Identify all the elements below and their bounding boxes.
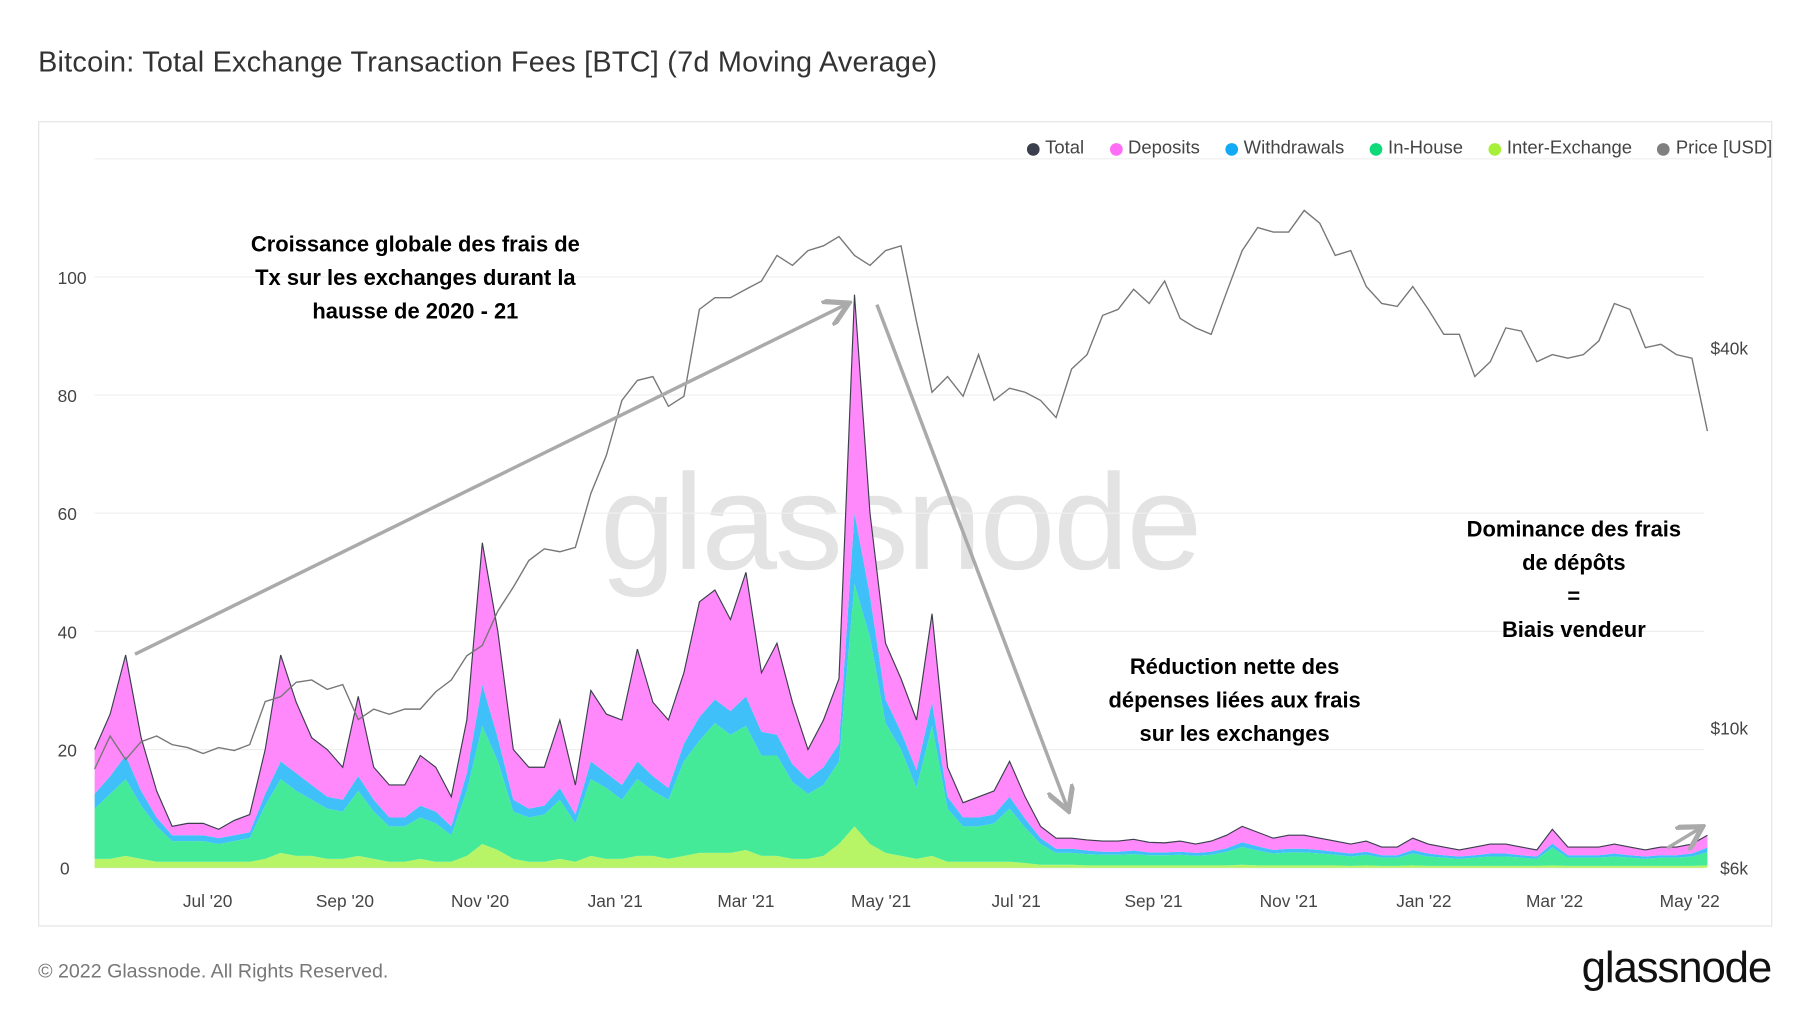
x-tick-label: Mar '21 xyxy=(717,891,774,911)
legend: Total Deposits Withdrawals In-House Inte… xyxy=(1026,138,1772,159)
legend-item-price[interactable]: Price [USD] xyxy=(1657,138,1772,159)
y-tick-label: 0 xyxy=(60,859,70,879)
legend-item-withdrawals[interactable]: Withdrawals xyxy=(1225,138,1344,159)
watermark: glassnode xyxy=(599,446,1202,599)
legend-item-total[interactable]: Total xyxy=(1026,138,1085,159)
arrow-growth-icon xyxy=(134,305,846,656)
area-withdrawals xyxy=(94,513,1708,859)
x-tick-label: Jul '21 xyxy=(991,891,1040,911)
x-tick-label: Jul '20 xyxy=(183,891,232,911)
y2-tick-label: $6k xyxy=(1720,859,1748,879)
x-tick-label: Jan '21 xyxy=(588,891,643,911)
legend-label: Withdrawals xyxy=(1243,138,1345,159)
glassnode-logo[interactable]: glassnode xyxy=(1581,943,1773,993)
annotation-reduction: Réduction nette des dépenses liées aux f… xyxy=(1073,651,1396,751)
annotation-line: hausse de 2020 - 21 xyxy=(312,299,519,325)
legend-dot-icon xyxy=(1109,142,1123,156)
legend-item-inter-exchange[interactable]: Inter-Exchange xyxy=(1488,138,1632,159)
y-tick-label: 40 xyxy=(58,622,77,642)
x-tick-label: Nov '20 xyxy=(451,891,509,911)
area-in-house xyxy=(94,584,1708,866)
x-tick-label: Sep '21 xyxy=(1125,891,1183,911)
legend-dot-icon xyxy=(1225,142,1238,156)
x-tick-label: Jan '22 xyxy=(1396,891,1451,911)
legend-dot-icon xyxy=(1657,142,1671,156)
annotation-line: dépenses liées aux frais xyxy=(1108,688,1361,714)
annotation-line: sur les exchanges xyxy=(1139,722,1330,747)
price-line xyxy=(93,209,1709,770)
chart-frame xyxy=(38,121,1773,927)
area-deposits xyxy=(94,294,1708,857)
legend-label: In-House xyxy=(1388,138,1463,159)
x-tick-label: Sep '20 xyxy=(316,891,374,911)
annotation-line: Croissance globale des frais de xyxy=(250,233,580,258)
area-inter-exchange xyxy=(94,826,1708,868)
annotation-line: Biais vendeur xyxy=(1501,618,1646,643)
annotation-line: Réduction nette des xyxy=(1129,655,1340,680)
x-tick-label: Mar '22 xyxy=(1526,891,1583,911)
annotation-line: Tx sur les exchanges durant la xyxy=(255,266,576,291)
legend-label: Total xyxy=(1045,138,1085,159)
y-tick-label: 100 xyxy=(58,268,87,288)
annotation-dominance: Dominance des frais de dépôts = Biais ve… xyxy=(1435,513,1712,647)
arrow-rise-icon xyxy=(1666,828,1699,848)
copyright: © 2022 Glassnode. All Rights Reserved. xyxy=(38,959,389,982)
y-tick-label: 80 xyxy=(58,386,77,406)
legend-dot-icon xyxy=(1369,142,1383,156)
chart-title: Bitcoin: Total Exchange Transaction Fees… xyxy=(38,46,938,79)
legend-label: Inter-Exchange xyxy=(1506,138,1633,159)
legend-label: Price [USD] xyxy=(1675,138,1773,159)
x-tick-label: Nov '21 xyxy=(1260,891,1318,911)
y-tick-label: 60 xyxy=(58,504,77,524)
legend-dot-icon xyxy=(1488,142,1502,156)
annotation-line: = xyxy=(1567,584,1581,610)
arrow-reduction-icon xyxy=(875,304,1067,808)
legend-item-in-house[interactable]: In-House xyxy=(1369,138,1463,159)
legend-dot-icon xyxy=(1026,142,1040,156)
annotation-line: de dépôts xyxy=(1522,551,1626,576)
total-line xyxy=(94,294,1708,851)
y2-tick-label: $40k xyxy=(1711,339,1749,359)
annotation-line: Dominance des frais xyxy=(1466,518,1682,543)
legend-label: Deposits xyxy=(1127,138,1200,159)
y-tick-label: 20 xyxy=(58,740,77,760)
x-tick-label: May '22 xyxy=(1660,891,1720,911)
x-tick-label: May '21 xyxy=(851,891,911,911)
legend-item-deposits[interactable]: Deposits xyxy=(1109,138,1200,159)
annotation-growth: Croissance globale des frais de Tx sur l… xyxy=(225,228,606,328)
y2-tick-label: $10k xyxy=(1711,719,1749,739)
